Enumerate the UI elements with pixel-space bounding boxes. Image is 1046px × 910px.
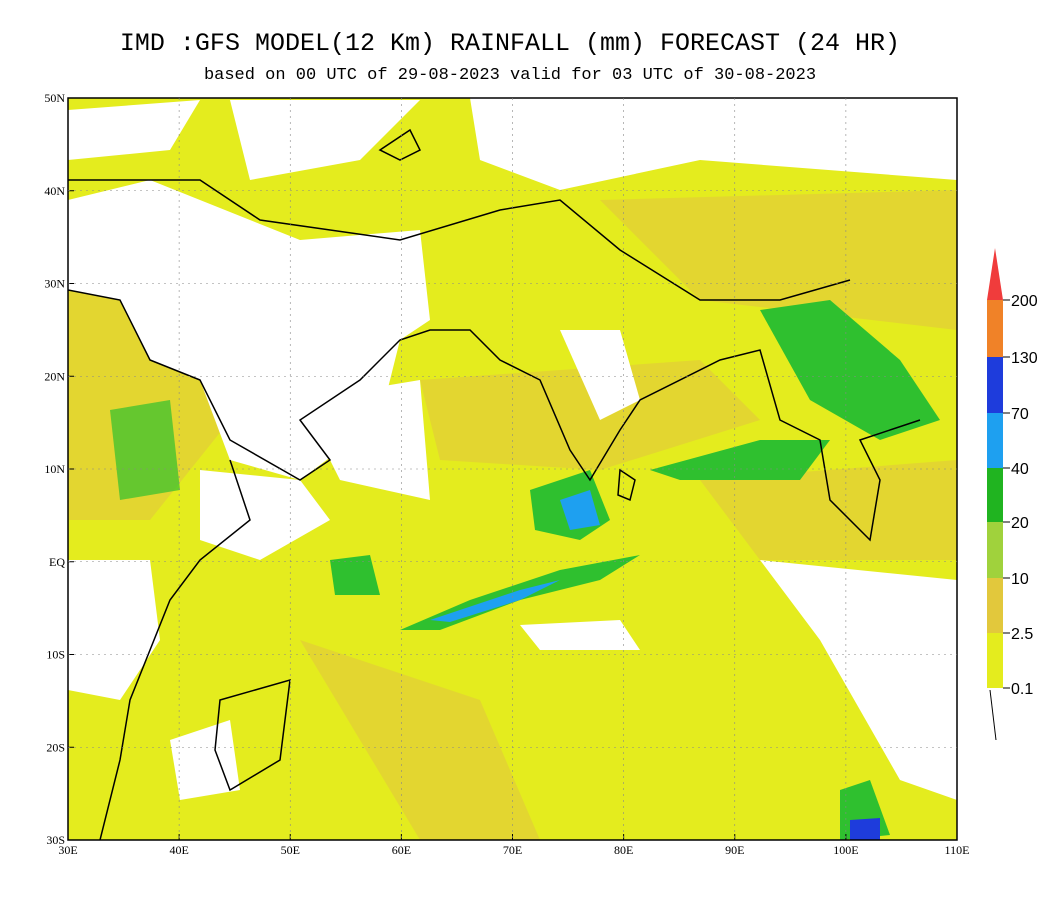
- lon-label: 80E: [614, 843, 633, 857]
- lon-label: 100E: [833, 843, 858, 857]
- legend-label: 20: [1011, 515, 1029, 532]
- lon-label: 30E: [58, 843, 77, 857]
- lat-label: 30S: [46, 833, 65, 847]
- lon-label: 50E: [281, 843, 300, 857]
- lat-label: 20N: [44, 369, 65, 383]
- lon-label: 60E: [392, 843, 411, 857]
- title: IMD :GFS MODEL(12 Km) RAINFALL (mm) FORE…: [120, 29, 900, 58]
- legend: 200 130 70 40 20 10 2.5 0.1: [987, 248, 1038, 741]
- legend-label: 10: [1011, 571, 1029, 588]
- lat-label: 10S: [46, 648, 65, 662]
- lon-label: 40E: [169, 843, 188, 857]
- lat-label: 20S: [46, 740, 65, 754]
- lon-label: 90E: [725, 843, 744, 857]
- lon-label: 110E: [945, 843, 970, 857]
- lat-label: 40N: [44, 184, 65, 198]
- legend-label: 0.1: [1011, 681, 1033, 698]
- map: [67, 97, 958, 841]
- subtitle: based on 00 UTC of 29-08-2023 valid for …: [204, 66, 816, 85]
- lat-label: EQ: [49, 555, 65, 569]
- legend-label: 40: [1011, 461, 1029, 478]
- legend-label: 200: [1011, 293, 1038, 310]
- lon-label: 70E: [503, 843, 522, 857]
- lat-label: 10N: [44, 462, 65, 476]
- lat-label: 50N: [44, 91, 65, 105]
- legend-label: 130: [1011, 350, 1038, 367]
- lat-label: 30N: [44, 277, 65, 291]
- legend-label: 70: [1011, 406, 1029, 423]
- legend-label: 2.5: [1011, 626, 1033, 643]
